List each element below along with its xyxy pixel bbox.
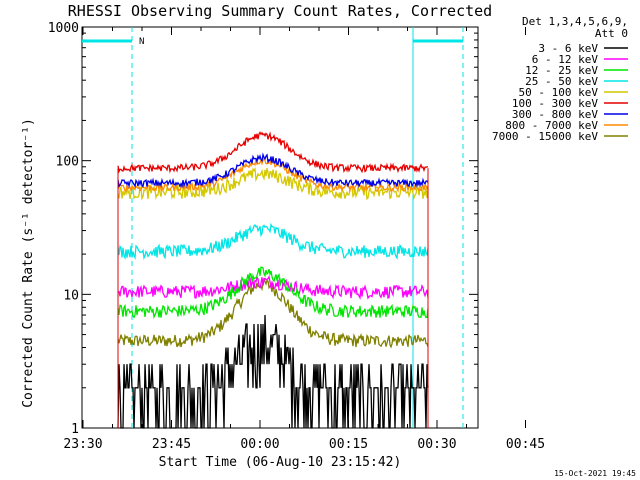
legend-label: 50 - 100 keV — [519, 86, 599, 99]
legend-label: 800 - 7000 keV — [505, 119, 598, 132]
y-tick-label: 100 — [56, 155, 79, 170]
legend-label: 12 - 25 keV — [525, 64, 598, 77]
y-tick-label: 1000 — [48, 21, 79, 36]
x-axis-label: Start Time (06-Aug-10 23:15:42) — [159, 455, 402, 470]
y-axis-label: Corrected Count Rate (s⁻¹ detector⁻¹) — [21, 118, 36, 408]
series-line — [117, 157, 429, 194]
series-line — [117, 222, 429, 261]
series-line — [117, 314, 429, 429]
series-line — [117, 275, 429, 300]
legend-label: 100 - 300 keV — [512, 97, 598, 110]
series-line — [117, 277, 429, 349]
legend-header: Det 1,3,4,5,6,9, — [522, 15, 628, 28]
plot-area: 1 10 100 1000 23:30 23:45 00:00 00:15 00:30 00:45… — [48, 21, 545, 452]
y-tick-label: 1 — [71, 422, 79, 437]
y-tick-label: 10 — [63, 288, 79, 303]
x-tick-label: 00:15 — [329, 437, 368, 452]
chart-title: RHESSI Observing Summary Count Rates, Co… — [68, 2, 492, 20]
series-line — [117, 166, 429, 201]
legend-header: Att 0 — [595, 27, 628, 40]
series-line — [117, 131, 429, 174]
x-tick-label: 00:30 — [417, 437, 456, 452]
legend-label: 7000 - 15000 keV — [492, 130, 598, 143]
plot-frame — [81, 26, 479, 429]
x-tick-label: 23:45 — [152, 437, 191, 452]
series-line — [117, 152, 429, 189]
x-tick-label: 23:30 — [63, 437, 102, 452]
night-label: N — [139, 37, 144, 47]
x-tick-label: 00:45 — [506, 437, 545, 452]
series-line — [117, 266, 429, 320]
legend-label: 25 - 50 keV — [525, 75, 598, 88]
legend-label: 300 - 800 keV — [512, 108, 598, 121]
footer-date: 15-Oct-2021 19:45 — [554, 469, 636, 478]
x-tick-label: 00:00 — [240, 437, 279, 452]
legend-label: 3 - 6 keV — [538, 42, 598, 55]
legend-label: 6 - 12 keV — [532, 53, 599, 66]
